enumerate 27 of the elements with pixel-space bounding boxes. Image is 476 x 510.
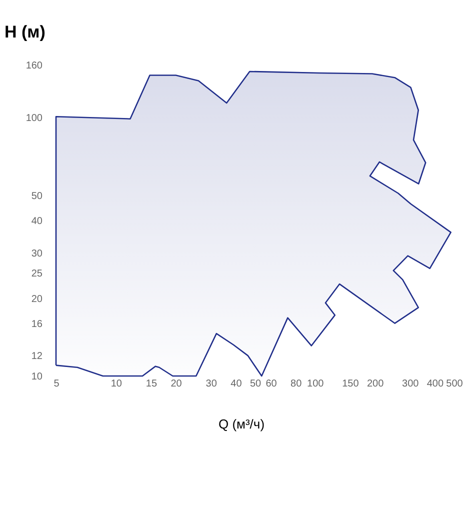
x-tick-label: 150 — [342, 378, 360, 390]
x-tick-label: 10 — [110, 378, 122, 390]
x-tick-label: 300 — [402, 378, 420, 390]
x-tick-label: 80 — [290, 378, 302, 390]
y-tick-label: 10 — [31, 372, 43, 382]
y-tick-label: 40 — [31, 216, 43, 227]
x-tick-label: 100 — [307, 378, 324, 390]
y-tick-label: 16 — [31, 318, 43, 330]
y-tick-label: 50 — [31, 190, 43, 202]
x-axis-title: Q (м³/ч) — [218, 416, 265, 432]
x-tick-label: 60 — [266, 378, 278, 390]
y-tick-label: 160 — [26, 60, 43, 72]
y-tick-label: 100 — [26, 113, 43, 124]
x-tick-label: 15 — [146, 378, 158, 390]
x-tick-label: 400 — [426, 378, 444, 390]
x-tick-label: 5 — [54, 378, 60, 390]
y-axis-title: H (м) — [4, 22, 46, 42]
y-tick-label: 12 — [31, 351, 43, 362]
x-tick-label: 200 — [366, 378, 384, 390]
x-tick-label: 500 — [446, 378, 464, 390]
x-tick-label: 20 — [170, 378, 182, 390]
x-tick-label: 30 — [206, 378, 218, 390]
y-tick-label: 30 — [31, 248, 43, 260]
y-tick-label: 20 — [31, 294, 43, 305]
x-tick-label: 40 — [230, 378, 242, 390]
y-tick-label: 25 — [31, 268, 43, 280]
x-tick-label: 50 — [250, 378, 262, 390]
